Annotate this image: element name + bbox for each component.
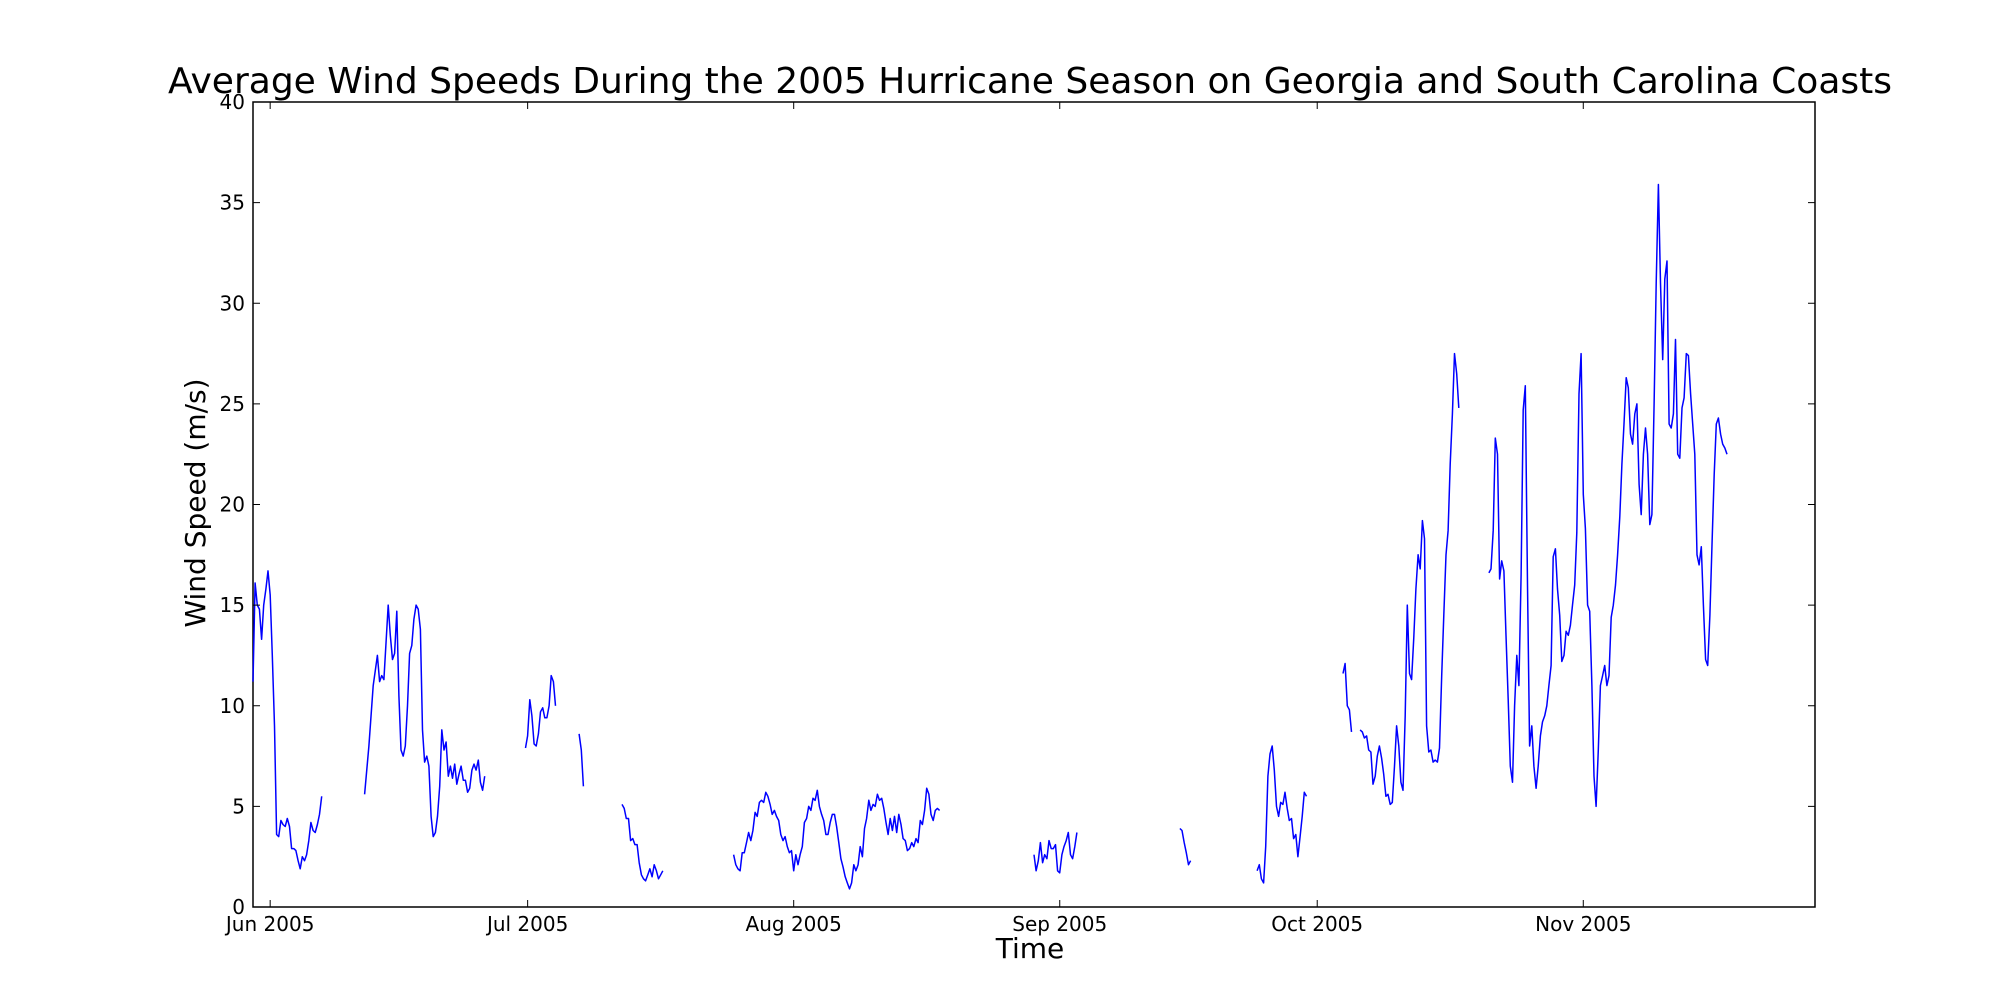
series-line-segment — [1033, 831, 1078, 874]
chart-title: Average Wind Speeds During the 2005 Hurr… — [168, 61, 1892, 102]
y-tick-label: 15 — [220, 593, 245, 617]
y-axis-label: Wind Speed (m/s) — [179, 378, 212, 627]
x-tick-label: Nov 2005 — [1535, 912, 1631, 936]
series-line-segment — [1488, 183, 1728, 808]
y-tick-label: 30 — [220, 291, 245, 315]
series-line-segment — [732, 787, 941, 890]
y-tick-label: 20 — [220, 493, 245, 517]
x-tick-label: Jun 2005 — [224, 912, 315, 936]
series-line-segment — [1359, 352, 1460, 806]
series-line-segment — [1342, 662, 1353, 732]
axis-ticks: 0 5 10 15 20 25 30 35 40 Jun 2005 Jul 2005 Aug 2005… — [220, 90, 1815, 936]
series-line-segment — [578, 733, 585, 787]
series-line-segment — [363, 604, 486, 838]
y-tick-label: 10 — [220, 694, 245, 718]
x-tick-label: Jul 2005 — [485, 912, 568, 936]
series-line-segment — [252, 570, 323, 870]
y-tick-label: 25 — [220, 392, 245, 416]
x-axis-label: Time — [995, 932, 1065, 965]
data-lines — [252, 183, 1728, 890]
plot-area: 0 5 10 15 20 25 30 35 40 Jun 2005 Jul 2005 Aug 2005… — [220, 90, 1816, 936]
y-tick-label: 5 — [232, 794, 245, 818]
y-tick-label: 35 — [220, 191, 245, 215]
series-line-segment — [524, 674, 557, 749]
plot-frame — [252, 101, 1816, 908]
y-tick-label: 40 — [220, 90, 245, 114]
series-line-segment — [1256, 745, 1308, 884]
series-line-segment — [1179, 827, 1192, 866]
x-tick-label: Oct 2005 — [1271, 912, 1363, 936]
series-line-segment — [621, 804, 664, 882]
x-tick-label: Sep 2005 — [1012, 912, 1107, 936]
y-tick-label: 0 — [232, 895, 245, 919]
x-tick-label: Aug 2005 — [746, 912, 842, 936]
